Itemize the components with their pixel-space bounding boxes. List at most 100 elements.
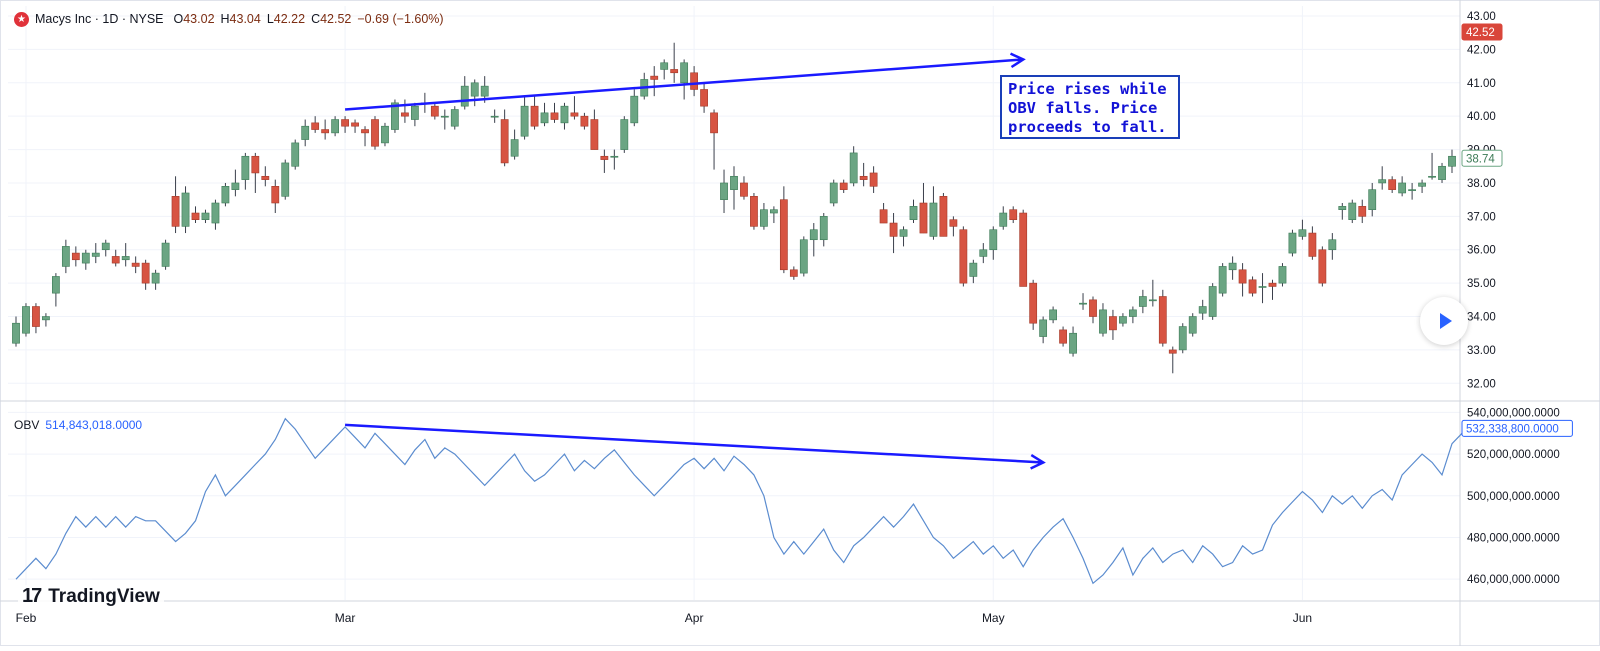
obv-last-value-label-bg xyxy=(1461,419,1573,437)
open-value: 43.02 xyxy=(183,12,215,26)
candle-body xyxy=(720,182,728,200)
candle-body xyxy=(91,252,100,257)
price-tick-label: 38.00 xyxy=(1467,178,1496,190)
symbol-title[interactable]: Macys Inc · 1D · NYSE xyxy=(35,12,164,26)
candle-body xyxy=(1268,282,1277,287)
obv-tick-label: 460,000,000.0000 xyxy=(1467,574,1560,586)
tradingview-logo[interactable]: 17 TradingView xyxy=(18,585,164,608)
annotation-line-3: proceeds to fall. xyxy=(1008,118,1167,136)
candle-body xyxy=(1308,232,1317,257)
price-tick-label: 40.00 xyxy=(1467,111,1496,123)
candle-body xyxy=(341,119,349,127)
candle-body xyxy=(151,272,160,284)
candle-body xyxy=(510,139,519,157)
candle-body xyxy=(191,212,200,220)
candle-body xyxy=(999,212,1008,227)
candle-body xyxy=(779,199,788,271)
candle-body xyxy=(819,216,828,241)
candle-body xyxy=(710,112,718,134)
obv-line xyxy=(15,417,1473,585)
candle-body xyxy=(251,155,260,174)
candle-body xyxy=(849,152,858,184)
candle-body xyxy=(61,246,70,267)
candle-body xyxy=(789,269,798,277)
candle-body xyxy=(1298,229,1307,237)
candle-body xyxy=(490,115,499,118)
candle-body xyxy=(101,242,110,251)
candle-body xyxy=(630,95,639,124)
candle-body xyxy=(570,112,579,117)
obv-name: OBV xyxy=(14,418,40,432)
candle-body xyxy=(879,209,888,224)
candle-body xyxy=(869,172,878,187)
low-label: L xyxy=(266,12,274,26)
candle-body xyxy=(1258,286,1267,288)
candle-body xyxy=(1029,282,1038,324)
candle-body xyxy=(769,209,778,214)
obv-tick-label: 540,000,000.0000 xyxy=(1467,407,1560,419)
candle-body xyxy=(909,206,918,220)
candle-body xyxy=(111,256,120,264)
obv-trend-arrowhead xyxy=(1030,454,1046,470)
candle-body xyxy=(211,202,220,224)
obv-legend[interactable]: OBV 514,843,018.0000 xyxy=(14,418,142,432)
candle-body xyxy=(391,102,399,130)
candle-body xyxy=(450,109,459,127)
candle-body xyxy=(271,186,280,204)
candle-body xyxy=(81,252,90,264)
obv-last-value-label: 532,338,800.0000 xyxy=(1466,423,1559,435)
candle-body xyxy=(1059,329,1067,344)
candle-body xyxy=(1019,212,1028,287)
candle-body xyxy=(22,306,30,334)
candle-body xyxy=(1328,239,1337,251)
obv-tick-label: 500,000,000.0000 xyxy=(1467,491,1560,503)
annotation-box[interactable]: Price rises while OBV falls. Price proce… xyxy=(1000,75,1180,139)
candle-body xyxy=(430,105,439,117)
candle-body xyxy=(1348,202,1357,220)
obv-trendline xyxy=(345,423,1044,464)
candle-body xyxy=(51,276,60,294)
symbol-legend[interactable]: ★ Macys Inc · 1D · NYSE O43.02 H43.04 L4… xyxy=(14,10,450,28)
candle-body xyxy=(131,262,140,267)
candle-body xyxy=(1228,262,1237,271)
macys-star-icon: ★ xyxy=(14,11,29,27)
candle-body xyxy=(1039,319,1048,337)
candle-body xyxy=(969,262,978,277)
candle-body xyxy=(460,85,469,107)
candle-body xyxy=(1158,296,1167,344)
candle-body xyxy=(301,125,310,140)
candle-body xyxy=(1198,306,1207,314)
candle-body xyxy=(650,75,659,80)
candle-body xyxy=(1428,175,1436,178)
candle-body xyxy=(291,142,300,167)
candle-body xyxy=(1398,182,1407,194)
time-axis-label: May xyxy=(982,611,1005,625)
candle-body xyxy=(829,182,838,204)
candle-body xyxy=(670,69,679,74)
candle-body xyxy=(1358,206,1367,217)
tradingview-wordmark: TradingView xyxy=(48,585,160,607)
candle-body xyxy=(361,129,369,134)
candle-body xyxy=(1368,189,1377,210)
candle-body xyxy=(1089,299,1097,317)
candle-body xyxy=(1208,286,1217,317)
candle-body xyxy=(600,155,609,160)
candle-body xyxy=(171,196,180,227)
candle-body xyxy=(440,115,449,118)
candle-body xyxy=(919,202,928,234)
last-price-label: 42.52 xyxy=(1466,27,1495,39)
candle-body xyxy=(42,316,50,321)
candle-body xyxy=(1148,299,1157,302)
candle-body xyxy=(959,229,968,284)
candle-body xyxy=(610,155,619,158)
candle-body xyxy=(161,242,170,267)
candle-body xyxy=(401,112,409,117)
play-icon xyxy=(1439,313,1452,329)
candle-body xyxy=(32,306,40,327)
play-button[interactable] xyxy=(1420,297,1468,345)
price-trendline xyxy=(344,58,1024,111)
candle-body xyxy=(620,119,629,150)
price-tick-label: 42.00 xyxy=(1467,44,1496,56)
candle-body xyxy=(141,262,150,284)
